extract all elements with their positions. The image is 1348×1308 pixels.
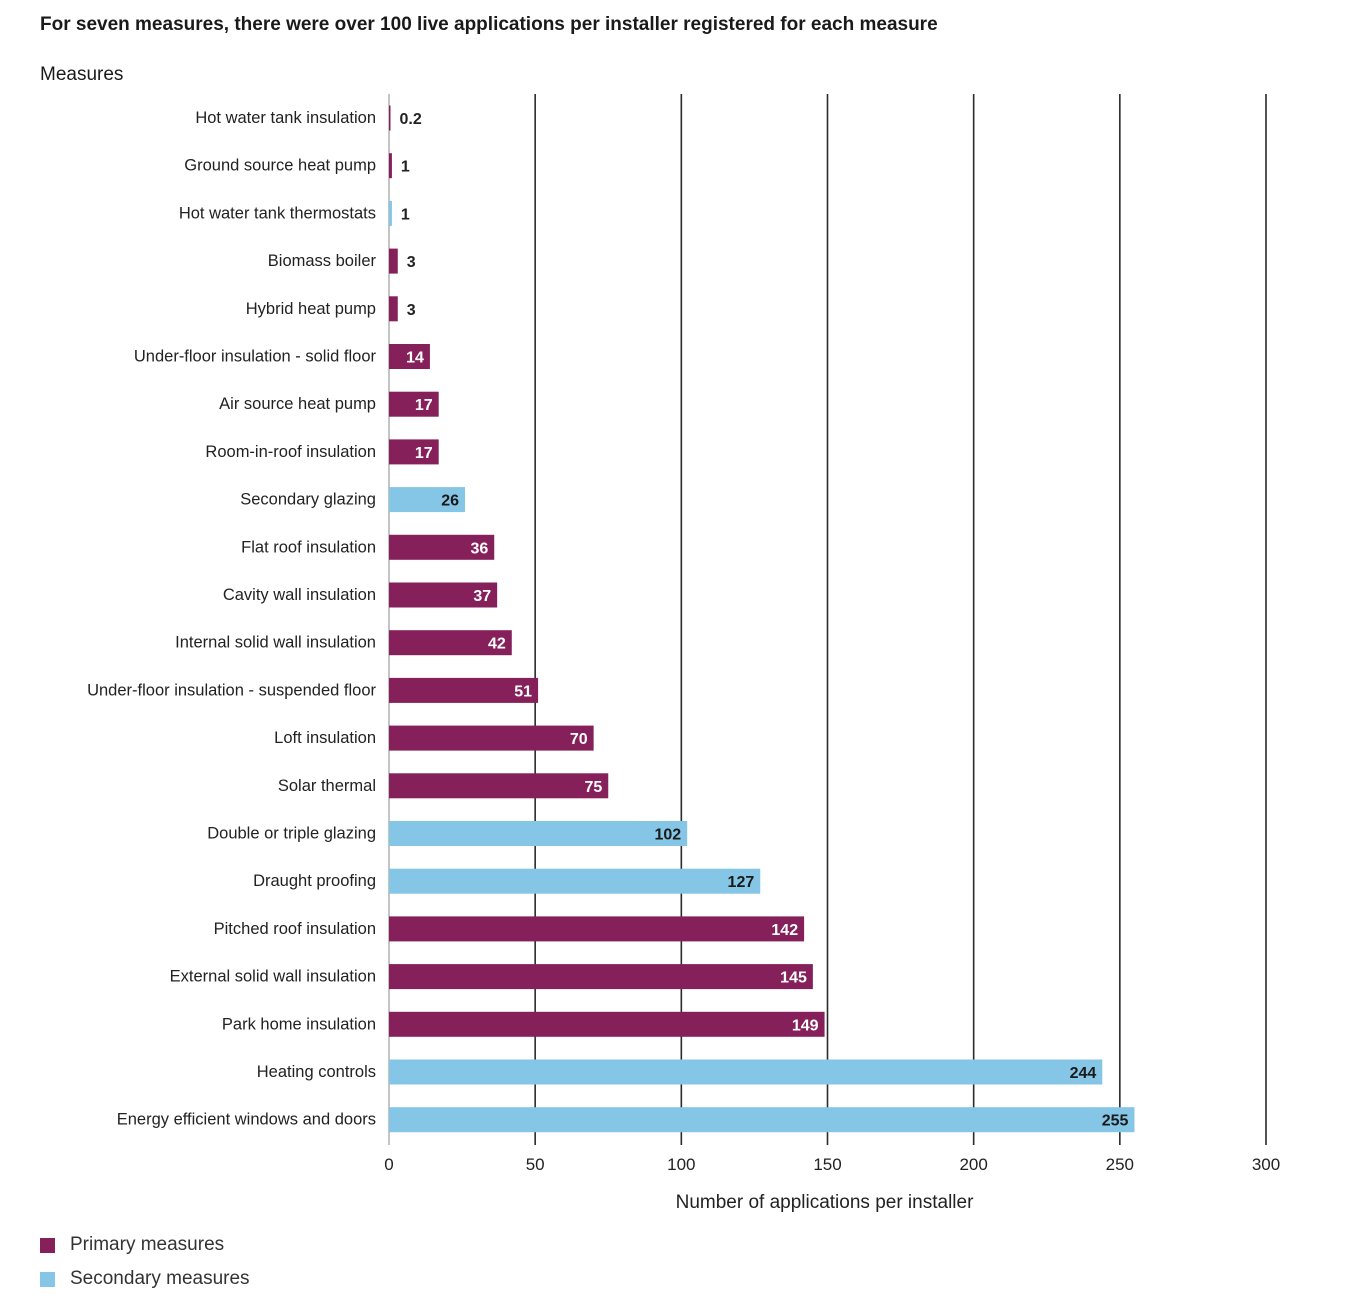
category-label: Draught proofing bbox=[253, 872, 376, 890]
data-label: 14 bbox=[406, 350, 424, 367]
category-label: Loft insulation bbox=[274, 729, 376, 747]
category-label: Ground source heat pump bbox=[184, 157, 376, 175]
category-label: Biomass boiler bbox=[268, 252, 377, 270]
data-label: 17 bbox=[415, 445, 433, 462]
bar bbox=[389, 916, 805, 942]
category-label: Secondary glazing bbox=[240, 491, 376, 509]
x-tick-label: 50 bbox=[526, 1155, 545, 1174]
category-label: Under-floor insulation - suspended floor bbox=[87, 681, 376, 699]
bar bbox=[389, 105, 391, 131]
category-label: External solid wall insulation bbox=[170, 968, 376, 986]
bar bbox=[389, 248, 398, 274]
data-label: 26 bbox=[441, 493, 459, 510]
legend-item-secondary: Secondary measures bbox=[40, 1262, 250, 1296]
bar bbox=[389, 1107, 1135, 1133]
category-label: Hot water tank insulation bbox=[195, 109, 376, 127]
bar bbox=[389, 821, 688, 846]
data-label: 3 bbox=[407, 302, 416, 319]
data-label: 244 bbox=[1070, 1065, 1097, 1082]
data-label: 17 bbox=[415, 397, 433, 414]
bar bbox=[389, 725, 594, 751]
data-label: 1 bbox=[401, 159, 410, 176]
data-label: 51 bbox=[514, 683, 532, 700]
category-label: Flat roof insulation bbox=[241, 538, 376, 556]
category-label: Under-floor insulation - solid floor bbox=[134, 348, 377, 366]
legend-label-primary: Primary measures bbox=[70, 1234, 225, 1255]
x-tick-label: 100 bbox=[667, 1155, 695, 1174]
data-label: 75 bbox=[584, 779, 602, 796]
bar bbox=[389, 630, 512, 656]
chart-title: For seven measures, there were over 100 … bbox=[40, 14, 938, 35]
category-label: Cavity wall insulation bbox=[223, 586, 376, 604]
legend: Primary measures Secondary measures bbox=[40, 1228, 250, 1296]
data-label: 142 bbox=[771, 922, 798, 939]
data-label: 0.2 bbox=[400, 111, 422, 128]
category-label: Air source heat pump bbox=[219, 395, 376, 413]
category-label: Double or triple glazing bbox=[207, 825, 376, 843]
legend-swatch-secondary bbox=[40, 1271, 55, 1287]
data-label: 127 bbox=[728, 874, 755, 891]
bar bbox=[389, 964, 813, 990]
x-tick-label: 200 bbox=[959, 1155, 987, 1174]
data-label: 255 bbox=[1102, 1113, 1129, 1130]
category-label: Room-in-roof insulation bbox=[205, 443, 376, 461]
category-label: Energy efficient windows and doors bbox=[117, 1111, 376, 1129]
legend-item-primary: Primary measures bbox=[40, 1228, 250, 1262]
bar bbox=[389, 200, 392, 226]
category-label: Internal solid wall insulation bbox=[175, 634, 376, 652]
category-label: Hybrid heat pump bbox=[246, 300, 376, 318]
bar bbox=[389, 439, 439, 465]
category-label: Park home insulation bbox=[222, 1015, 376, 1033]
x-tick-label: 300 bbox=[1252, 1155, 1280, 1174]
bar bbox=[389, 534, 495, 560]
data-label: 70 bbox=[570, 731, 588, 748]
bar bbox=[389, 773, 609, 799]
data-label: 1 bbox=[401, 206, 410, 223]
x-axis-title: Number of applications per installer bbox=[676, 1192, 974, 1213]
bar bbox=[389, 677, 539, 703]
x-tick-label: 250 bbox=[1106, 1155, 1134, 1174]
bar bbox=[389, 868, 761, 894]
legend-label-secondary: Secondary measures bbox=[70, 1268, 250, 1289]
data-label: 149 bbox=[792, 1017, 819, 1034]
data-label: 42 bbox=[488, 636, 506, 653]
y-axis-title: Measures bbox=[40, 64, 124, 85]
data-label: 36 bbox=[470, 540, 488, 557]
bar bbox=[389, 1059, 1103, 1085]
data-label: 145 bbox=[780, 970, 807, 987]
category-label: Hot water tank thermostats bbox=[179, 204, 376, 222]
legend-swatch-primary bbox=[40, 1237, 55, 1253]
bar bbox=[389, 391, 439, 417]
bar bbox=[389, 153, 392, 179]
category-label: Pitched roof insulation bbox=[214, 920, 376, 938]
bar bbox=[389, 582, 498, 608]
x-tick-label: 150 bbox=[813, 1155, 841, 1174]
data-label: 3 bbox=[407, 254, 416, 271]
bar bbox=[389, 344, 430, 369]
bar bbox=[389, 1011, 825, 1037]
data-label: 102 bbox=[654, 827, 681, 844]
x-tick-label: 0 bbox=[384, 1155, 393, 1174]
bar bbox=[389, 296, 398, 322]
bar bbox=[389, 487, 466, 513]
category-label: Heating controls bbox=[257, 1063, 376, 1081]
bar-chart: 0 50 100 150 200 250 300 Hot water tank insulat… bbox=[87, 94, 1280, 1213]
category-label: Solar thermal bbox=[278, 777, 376, 795]
data-label: 37 bbox=[473, 588, 491, 605]
